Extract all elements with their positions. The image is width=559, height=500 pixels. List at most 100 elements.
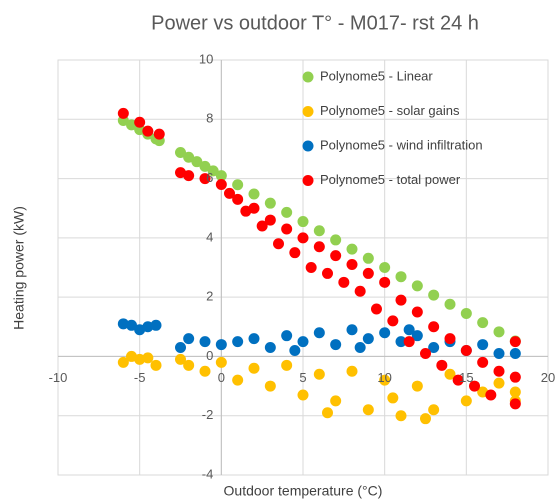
point (126, 319, 137, 331)
point (191, 156, 203, 168)
point (199, 173, 211, 185)
point (338, 276, 350, 288)
legend-label: Polynome5 - solar gains (320, 103, 460, 118)
legend-label: Polynome5 - Linear (320, 68, 433, 83)
point (346, 259, 358, 271)
y-tick-label: 10 (199, 51, 213, 66)
point (395, 294, 407, 306)
point (452, 374, 464, 386)
point (322, 267, 333, 279)
point (305, 262, 317, 273)
y-axis-label: Heating power (kW) (11, 206, 27, 330)
y-tick-label: 2 (206, 289, 213, 304)
point (215, 339, 227, 351)
point (264, 197, 276, 209)
legend-label: Polynome5 - wind infiltration (320, 137, 483, 152)
point (215, 356, 227, 368)
point (289, 247, 301, 259)
point (509, 336, 521, 348)
point (183, 333, 195, 345)
y-tick-label: -2 (202, 407, 214, 422)
point (379, 327, 391, 339)
point (248, 333, 260, 345)
x-tick-label: 15 (459, 370, 473, 385)
point (411, 306, 423, 318)
point (509, 371, 521, 383)
point (493, 326, 505, 338)
point (428, 321, 440, 333)
point (509, 398, 521, 410)
point (411, 380, 423, 392)
point (183, 151, 195, 163)
point (403, 336, 415, 348)
y-tick-label: 8 (206, 111, 213, 126)
point (436, 359, 448, 371)
point (281, 359, 293, 371)
point (420, 413, 431, 425)
point (460, 307, 472, 319)
point (354, 342, 366, 354)
y-tick-label: 0 (206, 348, 213, 363)
point (248, 202, 260, 214)
point (117, 356, 129, 368)
point (199, 365, 211, 377)
point (444, 298, 456, 310)
point (313, 327, 325, 339)
point (134, 353, 146, 365)
point (362, 333, 374, 345)
point (322, 407, 333, 419)
point (403, 324, 415, 336)
x-tick-label: -5 (134, 370, 146, 385)
x-tick-label: 0 (218, 370, 225, 385)
point (142, 321, 154, 333)
x-tick-label: -10 (49, 370, 68, 385)
point (509, 347, 521, 359)
tick-labels: -4 -2 0 2 4 6 8 10 -10 -5 0 5 10 15 20 (49, 51, 556, 481)
point (460, 395, 472, 407)
point (207, 165, 219, 177)
point (150, 319, 162, 331)
point (232, 179, 244, 191)
point (346, 324, 358, 336)
y-tick-label: 6 (206, 170, 213, 185)
point (387, 315, 399, 327)
point (493, 365, 505, 377)
point (281, 223, 293, 235)
point (395, 336, 407, 348)
point (330, 250, 342, 262)
y-tick-label: 4 (206, 229, 213, 244)
point (117, 318, 129, 330)
point (362, 267, 374, 279)
point (150, 359, 162, 371)
point (297, 336, 309, 348)
point (273, 238, 284, 250)
point (379, 374, 391, 386)
legend: Polynome5 - Linear Polynome5 - solar gain… (302, 68, 483, 187)
point (330, 234, 342, 246)
point (411, 280, 423, 292)
x-tick-label: 20 (541, 370, 555, 385)
point (428, 289, 440, 301)
y-tick-label: -4 (202, 466, 214, 481)
point (313, 225, 325, 237)
legend-marker (302, 175, 314, 186)
point (477, 317, 489, 329)
point (493, 377, 505, 389)
point (428, 404, 440, 416)
point (477, 356, 489, 368)
point (199, 336, 211, 348)
point (297, 216, 309, 228)
point (215, 170, 227, 182)
point (313, 368, 325, 380)
point (175, 342, 186, 354)
point (444, 368, 456, 380)
x-tick-label: 5 (299, 370, 306, 385)
point (485, 389, 497, 401)
point (469, 380, 480, 392)
point (493, 347, 505, 359)
legend-marker (302, 140, 314, 152)
point (142, 125, 154, 137)
point (175, 146, 186, 158)
point (330, 339, 342, 351)
